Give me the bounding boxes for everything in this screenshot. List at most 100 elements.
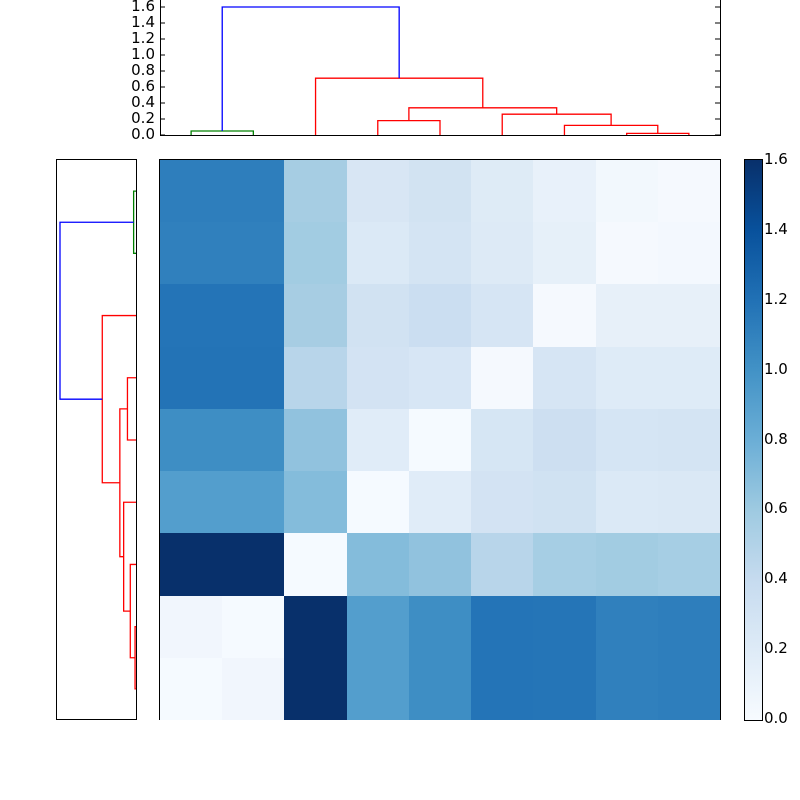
colorbar xyxy=(744,159,763,721)
heatmap-cell xyxy=(657,160,721,223)
heatmap-cell xyxy=(408,471,472,534)
heatmap-cell xyxy=(471,471,534,534)
heatmap-cell xyxy=(222,657,285,721)
ytick-label: 1.6 xyxy=(131,0,155,15)
heatmap-cell xyxy=(160,657,223,721)
heatmap-cell xyxy=(346,657,410,721)
heatmap-cell xyxy=(346,346,410,410)
heatmap-cell xyxy=(222,346,285,410)
heatmap-cell xyxy=(657,346,721,410)
heatmap-cell xyxy=(346,471,410,534)
heatmap-cell xyxy=(533,222,597,285)
left-dendrogram-panel xyxy=(56,159,137,720)
ytick-label: 1.0 xyxy=(131,45,155,63)
heatmap-cell xyxy=(284,408,348,472)
colorbar-tick-label: 1.0 xyxy=(764,359,788,378)
heatmap-cell xyxy=(284,595,348,659)
heatmap-cell xyxy=(160,471,223,534)
heatmap-cell xyxy=(595,657,659,721)
colorbar-tick-label: 0.0 xyxy=(764,709,788,727)
heatmap-cell xyxy=(533,284,597,348)
heatmap-cell xyxy=(222,222,285,285)
top-dendrogram-link xyxy=(190,130,254,135)
heatmap-cell xyxy=(284,284,348,348)
colorbar-tick-label: 1.6 xyxy=(764,150,788,168)
heatmap-cell xyxy=(471,346,534,410)
ytick-label: 0.2 xyxy=(131,109,155,127)
heatmap-cell xyxy=(595,346,659,410)
heatmap-cells xyxy=(160,160,721,721)
heatmap-cell xyxy=(160,160,223,223)
heatmap-cell xyxy=(284,160,348,223)
heatmap-cell xyxy=(160,284,223,348)
ytick-label: 0.6 xyxy=(131,77,155,95)
heatmap-cell xyxy=(346,160,410,223)
heatmap-cell xyxy=(408,222,472,285)
colorbar-tick-label: 0.6 xyxy=(764,499,788,518)
heatmap-cell xyxy=(346,284,410,348)
ytick-label: 1.2 xyxy=(131,29,155,47)
heatmap-cell xyxy=(471,222,534,285)
top-dendrogram-link xyxy=(501,113,612,135)
top-dendrogram-link xyxy=(626,132,690,135)
heatmap-cell xyxy=(346,222,410,285)
heatmap-cell xyxy=(533,408,597,472)
colorbar-tick-label: 0.4 xyxy=(764,569,788,588)
heatmap-cell xyxy=(595,284,659,348)
heatmap-cell xyxy=(222,160,285,223)
heatmap-cell xyxy=(471,595,534,659)
heatmap-cell xyxy=(408,657,472,721)
heatmap-cell xyxy=(595,533,659,597)
heatmap-cell xyxy=(160,408,223,472)
heatmap-cell xyxy=(222,595,285,659)
heatmap-cell xyxy=(533,595,597,659)
heatmap-cell xyxy=(408,284,472,348)
heatmap-cell xyxy=(471,408,534,472)
heatmap-cell xyxy=(408,533,472,597)
heatmap-cell xyxy=(657,471,721,534)
heatmap-cell xyxy=(160,595,223,659)
heatmap-cell xyxy=(222,471,285,534)
heatmap-cell xyxy=(284,471,348,534)
heatmap-cell xyxy=(346,408,410,472)
heatmap-cell xyxy=(222,284,285,348)
heatmap-cell xyxy=(471,160,534,223)
heatmap-cell xyxy=(595,595,659,659)
colorbar-tick-label: 0.8 xyxy=(764,429,788,448)
heatmap-cell xyxy=(533,657,597,721)
heatmap-cell xyxy=(595,408,659,472)
ytick-label: 0.8 xyxy=(131,61,155,79)
colorbar-tick-label: 1.4 xyxy=(764,219,788,238)
top-dendrogram-link xyxy=(314,77,484,135)
heatmap-cell xyxy=(533,346,597,410)
heatmap-cell xyxy=(471,533,534,597)
heatmap-cell xyxy=(408,160,472,223)
heatmap-cell xyxy=(657,284,721,348)
left-dendrogram-link xyxy=(59,221,134,400)
heatmap-cell xyxy=(533,160,597,223)
heatmap-cell xyxy=(657,595,721,659)
heatmap-cell xyxy=(222,533,285,597)
top-dendrogram-link xyxy=(221,6,400,131)
heatmap-cell xyxy=(346,595,410,659)
heatmap-cell xyxy=(160,346,223,410)
ytick-label: 0.0 xyxy=(131,125,155,143)
heatmap-cell xyxy=(471,284,534,348)
heatmap-cell xyxy=(595,222,659,285)
heatmap-cell xyxy=(408,408,472,472)
heatmap-cell xyxy=(471,657,534,721)
heatmap-cell xyxy=(160,222,223,285)
colorbar-tick-label: 1.2 xyxy=(764,289,788,308)
heatmap-cell xyxy=(657,222,721,285)
heatmap-cell xyxy=(408,595,472,659)
heatmap-cell xyxy=(408,346,472,410)
heatmap-cell xyxy=(284,533,348,597)
colorbar-tick-label: 0.2 xyxy=(764,639,788,658)
heatmap-cell xyxy=(284,346,348,410)
heatmap-cell xyxy=(657,657,721,721)
heatmap-cell xyxy=(160,533,223,597)
heatmap-cell xyxy=(533,471,597,534)
heatmap-cell xyxy=(284,657,348,721)
heatmap-cell xyxy=(595,471,659,534)
